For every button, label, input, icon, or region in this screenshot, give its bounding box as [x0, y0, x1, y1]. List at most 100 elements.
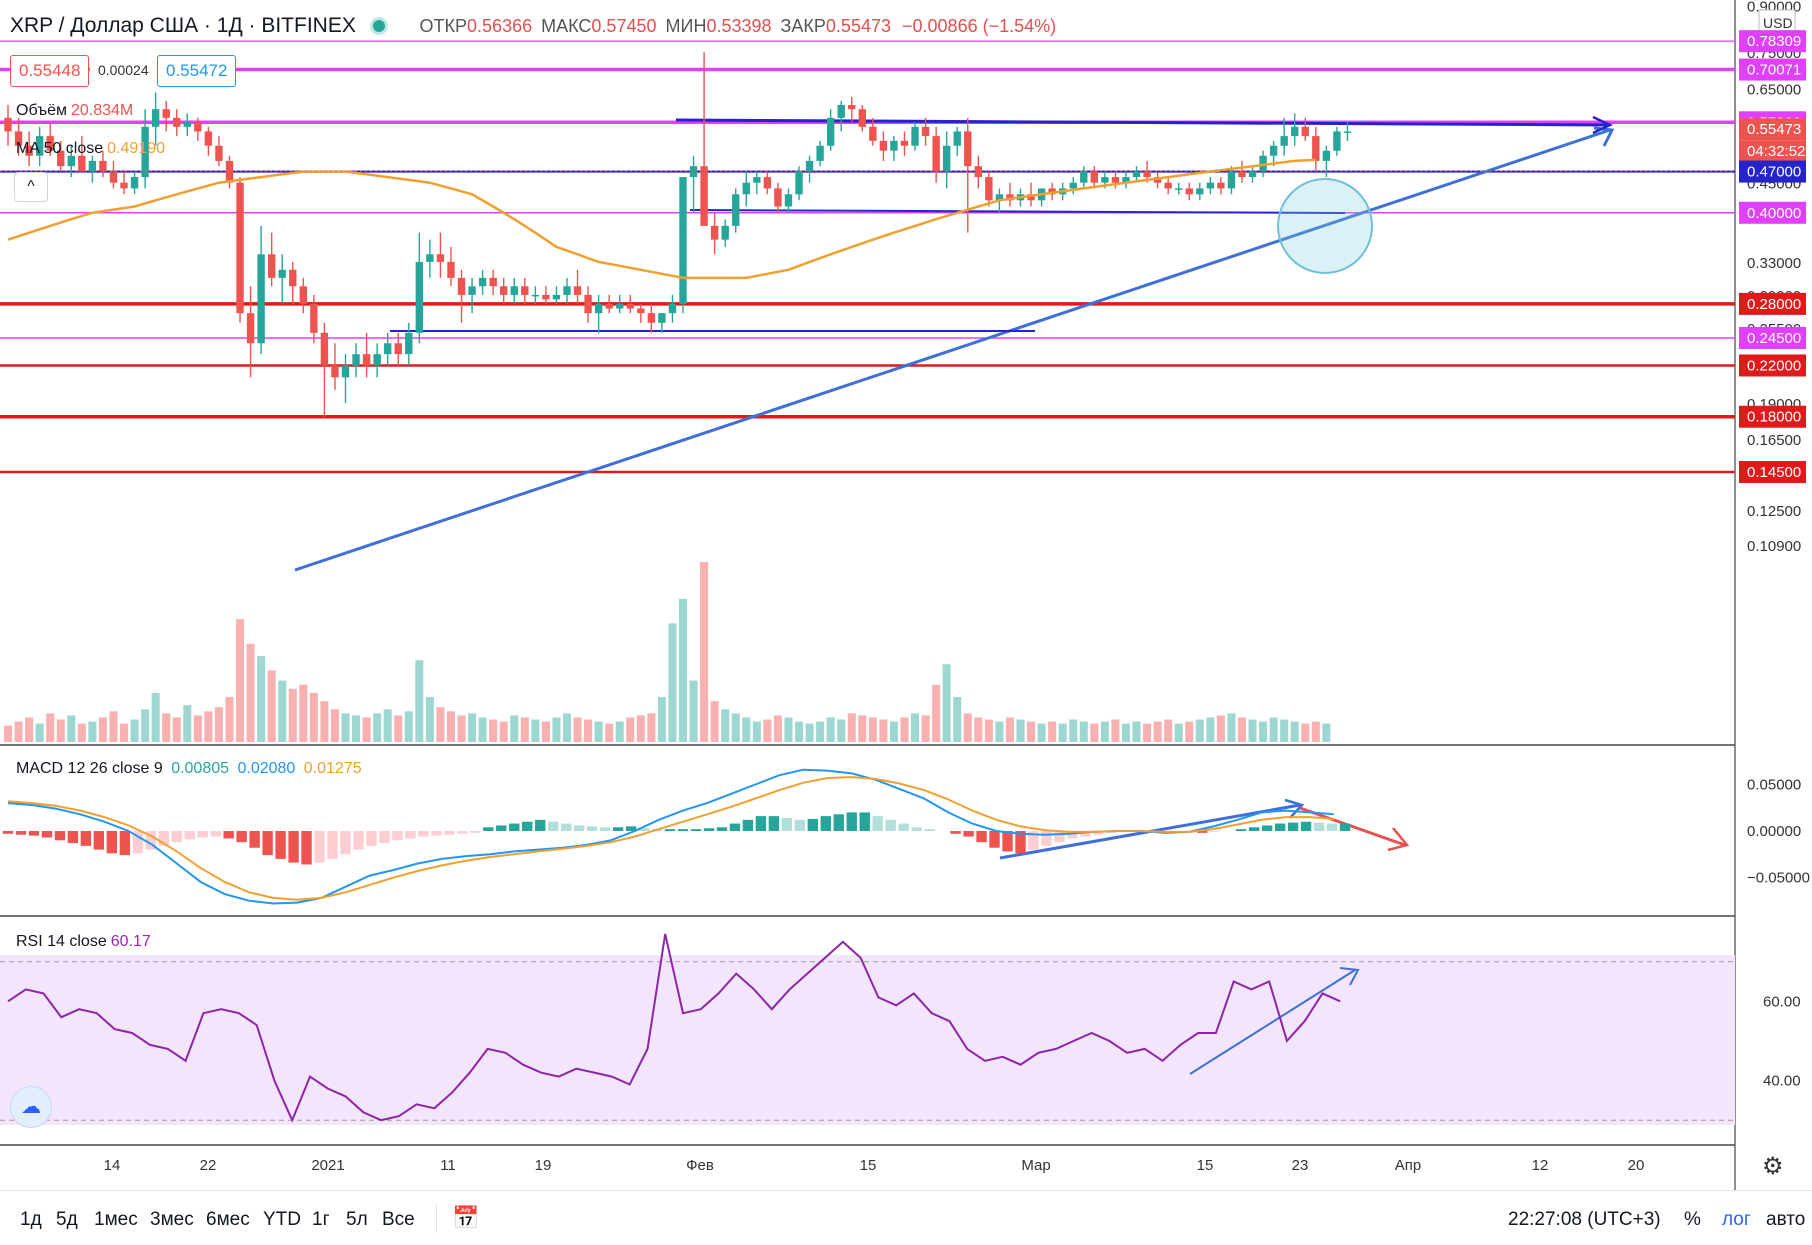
volume-bar — [1290, 721, 1299, 742]
volume-bar — [731, 713, 740, 742]
volume-bar — [299, 684, 308, 742]
macd-histogram-bar — [457, 831, 468, 834]
candle-body — [173, 117, 181, 127]
macd-histogram-bar — [1235, 829, 1247, 831]
volume-bar — [98, 717, 107, 742]
volume-bar — [900, 717, 909, 742]
volume-bar — [1005, 717, 1014, 742]
gear-icon[interactable]: ⚙ — [1762, 1153, 1784, 1180]
macd-histogram-bar — [80, 831, 92, 846]
volume-bar — [162, 713, 171, 742]
macd-histogram-bar — [1080, 831, 1091, 837]
bid-price-button[interactable]: 0.55448 — [10, 55, 90, 87]
time-axis[interactable]: 14 22 2021 11 19 Фев 15 Мар 15 23 Апр 12 20 — [104, 1157, 1645, 1174]
trading-chart[interactable]: 0.900000.750000.650000.450000.330000.290… — [0, 0, 1812, 1190]
price-tick-label: 0.10900 — [1747, 538, 1801, 555]
symbol-header: XRP / Доллар США · 1Д · BITFINEX ОТКР0.5… — [10, 14, 1056, 38]
rsi-legend[interactable]: RSI 14 close 60.17 — [16, 933, 151, 950]
highlight-circle — [1277, 178, 1373, 274]
candle-body — [88, 160, 97, 172]
timeframe-6m[interactable]: 6мес — [206, 1209, 250, 1230]
volume-bar — [394, 715, 403, 742]
volume-bar — [1111, 719, 1120, 742]
volume-bar — [425, 697, 434, 742]
macd-histogram-bar — [509, 823, 520, 831]
timeframe-1m[interactable]: 1мес — [94, 1209, 138, 1230]
macd-histogram-bar — [612, 827, 624, 831]
candle-body — [341, 365, 350, 378]
volume-bar — [1058, 723, 1067, 742]
macd-histogram-bar — [976, 831, 987, 843]
volume-bar — [816, 721, 825, 742]
volume-bar — [415, 660, 424, 742]
candle-body — [267, 254, 276, 278]
macd-histogram-bar — [989, 831, 1000, 848]
timeframe-5y[interactable]: 5л — [346, 1209, 368, 1230]
volume-bar — [784, 717, 793, 742]
macd-histogram-bar — [742, 819, 754, 831]
volume-bar — [510, 715, 519, 742]
ask-price-button[interactable]: 0.55472 — [157, 55, 237, 87]
log-toggle[interactable]: лог — [1722, 1209, 1751, 1230]
volume-bar — [858, 715, 867, 742]
percent-toggle[interactable]: % — [1684, 1209, 1701, 1230]
macd-histogram-bar — [729, 823, 741, 831]
volume-bar — [1143, 723, 1152, 742]
macd-histogram-bar — [898, 823, 909, 831]
calendar-icon[interactable]: 📅 — [452, 1205, 480, 1230]
macd-pane — [2, 768, 1351, 905]
candle-body — [616, 303, 624, 309]
candle-body — [689, 166, 698, 178]
ma-legend[interactable]: MA 50 close 0.49190 — [16, 140, 165, 157]
candle-body — [278, 269, 286, 278]
candle-body — [1196, 188, 1204, 195]
candle-body — [605, 303, 613, 309]
timeframe-all[interactable]: Все — [382, 1209, 415, 1230]
volume-bar — [689, 680, 698, 742]
candle-body — [1143, 171, 1151, 178]
candle-body — [320, 332, 329, 366]
rsi-line — [7, 933, 1341, 1123]
auto-toggle[interactable]: авто — [1766, 1209, 1806, 1230]
collapse-legend-button[interactable]: ^ — [14, 172, 48, 202]
volume-bar — [330, 709, 339, 742]
volume-bar — [889, 721, 898, 742]
volume-bar — [700, 562, 709, 742]
volume-bar — [541, 721, 550, 742]
timeframe-ytd[interactable]: YTD — [263, 1209, 301, 1230]
timeframe-5d[interactable]: 5д — [56, 1209, 78, 1230]
volume-bar — [1301, 723, 1310, 742]
macd-legend[interactable]: MACD 12 26 close 9 0.00805 0.02080 0.012… — [16, 760, 362, 777]
candle-body — [183, 122, 191, 127]
symbol-title[interactable]: XRP / Доллар США · 1Д · BITFINEX — [10, 14, 356, 37]
candle-body — [120, 182, 128, 189]
volume-bar — [562, 713, 571, 742]
volume-bar — [974, 717, 983, 742]
clock[interactable]: 22:27:08 (UTC+3) — [1508, 1209, 1661, 1230]
volume-legend[interactable]: Объём 20.834M — [16, 102, 134, 119]
volume-bar — [457, 715, 466, 742]
candle-body — [942, 145, 951, 172]
timeframe-1d[interactable]: 1д — [20, 1209, 42, 1230]
candle-body — [552, 294, 561, 300]
candle-body — [1280, 136, 1288, 146]
candle-body — [1238, 171, 1246, 178]
volume-bar — [1037, 723, 1046, 742]
price-axis[interactable]: 0.900000.750000.650000.450000.330000.290… — [1739, 0, 1810, 1090]
tradingview-logo-icon[interactable]: ☁ — [10, 1086, 52, 1128]
macd-histogram-bar — [340, 831, 351, 855]
candle-body — [310, 303, 318, 333]
volume-bar — [373, 713, 382, 742]
macd-histogram-bar — [171, 831, 182, 843]
volume-bar — [636, 715, 645, 742]
macd-histogram-bar — [1197, 831, 1208, 833]
macd-histogram-bar — [703, 828, 715, 831]
chart-grid — [0, 0, 1736, 1190]
volume-bar — [172, 717, 181, 742]
candle-body — [637, 308, 645, 314]
timeframe-1y[interactable]: 1г — [312, 1209, 330, 1230]
level-price-tag — [1739, 354, 1806, 377]
volume-bar — [478, 717, 487, 742]
level-price-label: 0.18000 — [1747, 409, 1801, 426]
timeframe-3m[interactable]: 3мес — [150, 1209, 194, 1230]
